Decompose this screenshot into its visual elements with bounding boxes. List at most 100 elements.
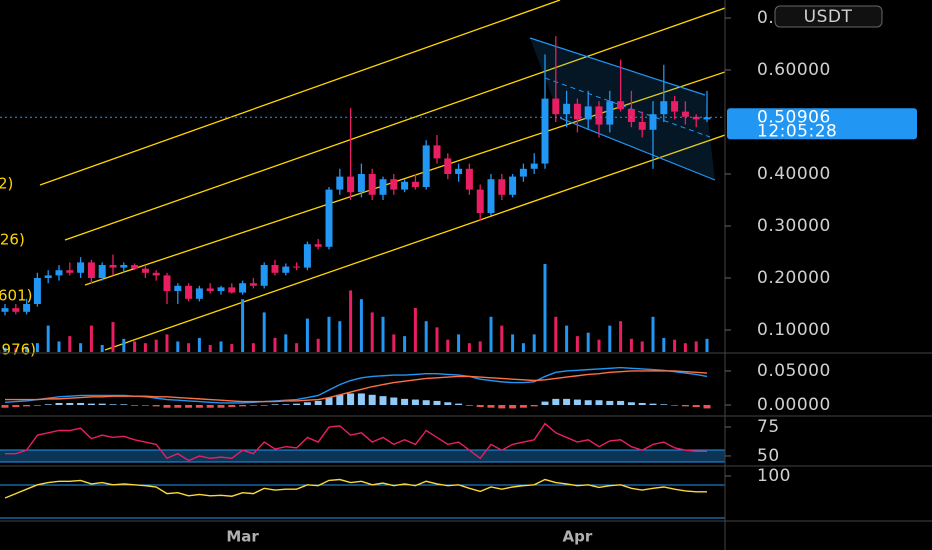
candle-body bbox=[476, 189, 484, 213]
volume-bar bbox=[25, 346, 29, 352]
candle-body bbox=[77, 262, 85, 273]
indicator-line bbox=[4, 478, 707, 499]
histogram-bar bbox=[87, 403, 95, 405]
indicator-label: 601) bbox=[0, 287, 32, 305]
histogram-bar bbox=[217, 405, 225, 408]
volume-bar bbox=[586, 332, 590, 352]
candle-body bbox=[185, 285, 193, 299]
histogram-bar bbox=[163, 405, 171, 408]
candle-body bbox=[98, 265, 106, 279]
histogram-bar bbox=[174, 405, 182, 408]
x-tick-label: Apr bbox=[563, 528, 593, 546]
candle-body bbox=[87, 262, 95, 279]
candle-body bbox=[239, 283, 247, 293]
volume-bar bbox=[316, 338, 320, 352]
histogram-bar bbox=[336, 394, 344, 405]
candle-body bbox=[411, 181, 419, 187]
candle-body bbox=[379, 179, 387, 195]
candle-body bbox=[357, 173, 365, 193]
histogram-bar bbox=[552, 398, 560, 405]
histogram-bar bbox=[1, 405, 9, 408]
candle-body bbox=[206, 288, 214, 292]
candle-body bbox=[293, 266, 301, 268]
candle-body bbox=[595, 106, 603, 125]
channel-fill bbox=[530, 38, 715, 180]
candle-body bbox=[638, 121, 646, 130]
candle-body bbox=[487, 179, 495, 213]
histogram-bar bbox=[228, 405, 236, 408]
candle-body bbox=[282, 266, 290, 273]
histogram-bar bbox=[239, 405, 247, 407]
candle-body bbox=[33, 278, 41, 305]
histogram-bar bbox=[303, 402, 311, 405]
y-tick-label: 0.60000 bbox=[757, 60, 831, 80]
volume-bar bbox=[338, 321, 342, 352]
candle-body bbox=[55, 270, 63, 276]
histogram-bar bbox=[23, 405, 31, 407]
indicator-label: (26) bbox=[0, 231, 25, 249]
rsi-band bbox=[0, 450, 725, 462]
candle-body bbox=[692, 116, 700, 120]
histogram-bar bbox=[411, 399, 419, 405]
volume-bar bbox=[284, 334, 288, 352]
y-tick-label: 0.20000 bbox=[757, 268, 831, 288]
histogram-bar bbox=[563, 398, 571, 405]
volume-bar bbox=[219, 341, 223, 352]
candle-body bbox=[131, 265, 139, 269]
histogram-bar bbox=[681, 405, 689, 407]
volume-bar bbox=[619, 321, 623, 352]
histogram-bar bbox=[98, 403, 106, 405]
volume-bar bbox=[305, 318, 309, 352]
volume-bar bbox=[478, 341, 482, 352]
histogram-bar bbox=[368, 394, 376, 405]
volume-bar bbox=[57, 341, 61, 352]
histogram-bar bbox=[476, 405, 484, 408]
histogram-bar bbox=[584, 400, 592, 405]
volume-bar bbox=[68, 336, 72, 352]
candle-body bbox=[649, 114, 657, 130]
volume-bar bbox=[230, 344, 234, 352]
candle-body bbox=[271, 265, 279, 273]
y-tick-label: 0.05000 bbox=[757, 361, 831, 381]
candle-body bbox=[433, 145, 441, 159]
volume-bar bbox=[251, 343, 255, 352]
volume-bar bbox=[392, 334, 396, 352]
y-tick-label: 75 bbox=[757, 417, 780, 437]
volume-bar bbox=[467, 343, 471, 352]
volume-bar bbox=[176, 341, 180, 352]
x-tick-label: Mar bbox=[226, 528, 259, 546]
histogram-bar bbox=[347, 393, 355, 405]
y-tick-label: 50 bbox=[757, 446, 780, 466]
y-tick-label: 0.00000 bbox=[757, 395, 831, 415]
volume-bar bbox=[554, 316, 558, 352]
channel-mid bbox=[544, 77, 711, 138]
drawings bbox=[0, 0, 725, 519]
countdown-label: 12:05:28 bbox=[757, 121, 837, 141]
candle-body bbox=[401, 181, 409, 190]
volume-bar bbox=[705, 338, 709, 352]
histogram-bar bbox=[638, 402, 646, 405]
volume-bar bbox=[35, 343, 39, 352]
candle-body bbox=[509, 176, 517, 195]
volume-bar bbox=[143, 343, 147, 352]
plot: 2) (26) 601) 5976) bbox=[0, 36, 725, 499]
candle-body bbox=[347, 176, 355, 193]
histogram-bar bbox=[185, 405, 193, 408]
candle-body bbox=[228, 287, 236, 293]
volume-bar bbox=[608, 325, 612, 352]
histogram-bar bbox=[627, 402, 635, 405]
volume-bar bbox=[100, 344, 104, 352]
histogram-bar bbox=[141, 405, 149, 406]
candle-body bbox=[563, 103, 571, 115]
histogram-bar bbox=[131, 405, 139, 406]
last-price-label: 0.50906 bbox=[757, 107, 831, 127]
volume-bar bbox=[14, 348, 18, 352]
volume-bar bbox=[89, 325, 93, 352]
histogram-bar bbox=[455, 403, 463, 405]
histogram-bar bbox=[487, 405, 495, 408]
candle-body bbox=[422, 145, 430, 187]
candle-body bbox=[660, 101, 668, 115]
histogram-bar bbox=[357, 393, 365, 405]
histogram-bar bbox=[703, 405, 711, 409]
volume-bar bbox=[446, 339, 450, 352]
